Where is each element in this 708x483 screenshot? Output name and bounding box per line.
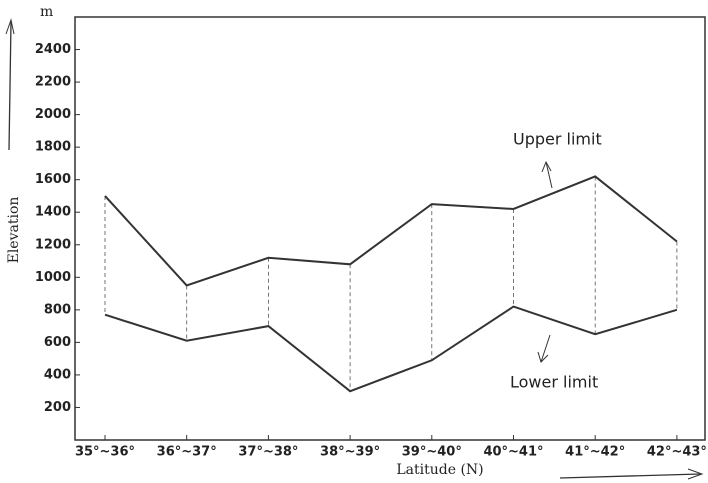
axis-arrow bbox=[8, 21, 12, 151]
y-tick-label: 600 bbox=[44, 335, 71, 350]
y-tick-label: 2000 bbox=[35, 107, 71, 122]
x-tick-label: 38°~39° bbox=[320, 445, 380, 460]
x-tick-label: 35°~36° bbox=[75, 445, 135, 460]
y-tick-label: 400 bbox=[44, 367, 71, 382]
x-axis-label: Latitude (N) bbox=[396, 462, 483, 478]
series-label: Lower limit bbox=[510, 373, 598, 392]
y-tick-label: 1600 bbox=[35, 172, 71, 187]
y-unit: m bbox=[40, 4, 53, 20]
series-line bbox=[104, 175, 678, 287]
x-tick-label: 37°~38° bbox=[238, 445, 298, 460]
y-tick-label: 1000 bbox=[35, 270, 71, 285]
y-tick-label: 2400 bbox=[35, 42, 71, 57]
x-tick-label: 39°~40° bbox=[402, 445, 462, 460]
y-tick-label: 200 bbox=[44, 400, 71, 415]
series-label: Upper limit bbox=[513, 130, 602, 149]
annotation-arrow-head bbox=[537, 351, 549, 363]
y-tick-label: 2200 bbox=[35, 75, 71, 90]
x-tick-label: 36°~37° bbox=[157, 445, 217, 460]
annotation-arrow bbox=[540, 334, 551, 363]
y-tick-label: 1200 bbox=[35, 237, 71, 252]
annotation-arrow bbox=[545, 161, 553, 189]
x-tick-label: 42°~43° bbox=[647, 445, 707, 460]
plot-frame bbox=[74, 16, 706, 441]
axis-arrow-head bbox=[687, 468, 704, 480]
annotation-arrow-head bbox=[541, 160, 552, 173]
x-tick-label: 41°~42° bbox=[565, 445, 625, 460]
axis-arrow bbox=[559, 473, 701, 479]
x-tick-label: 40°~41° bbox=[483, 445, 543, 460]
y-axis-label: Elevation bbox=[6, 197, 22, 264]
series-line bbox=[104, 305, 678, 393]
y-tick-label: 1800 bbox=[35, 140, 71, 155]
y-tick-label: 1400 bbox=[35, 205, 71, 220]
axis-arrow-head bbox=[5, 18, 15, 35]
y-tick-label: 800 bbox=[44, 302, 71, 317]
